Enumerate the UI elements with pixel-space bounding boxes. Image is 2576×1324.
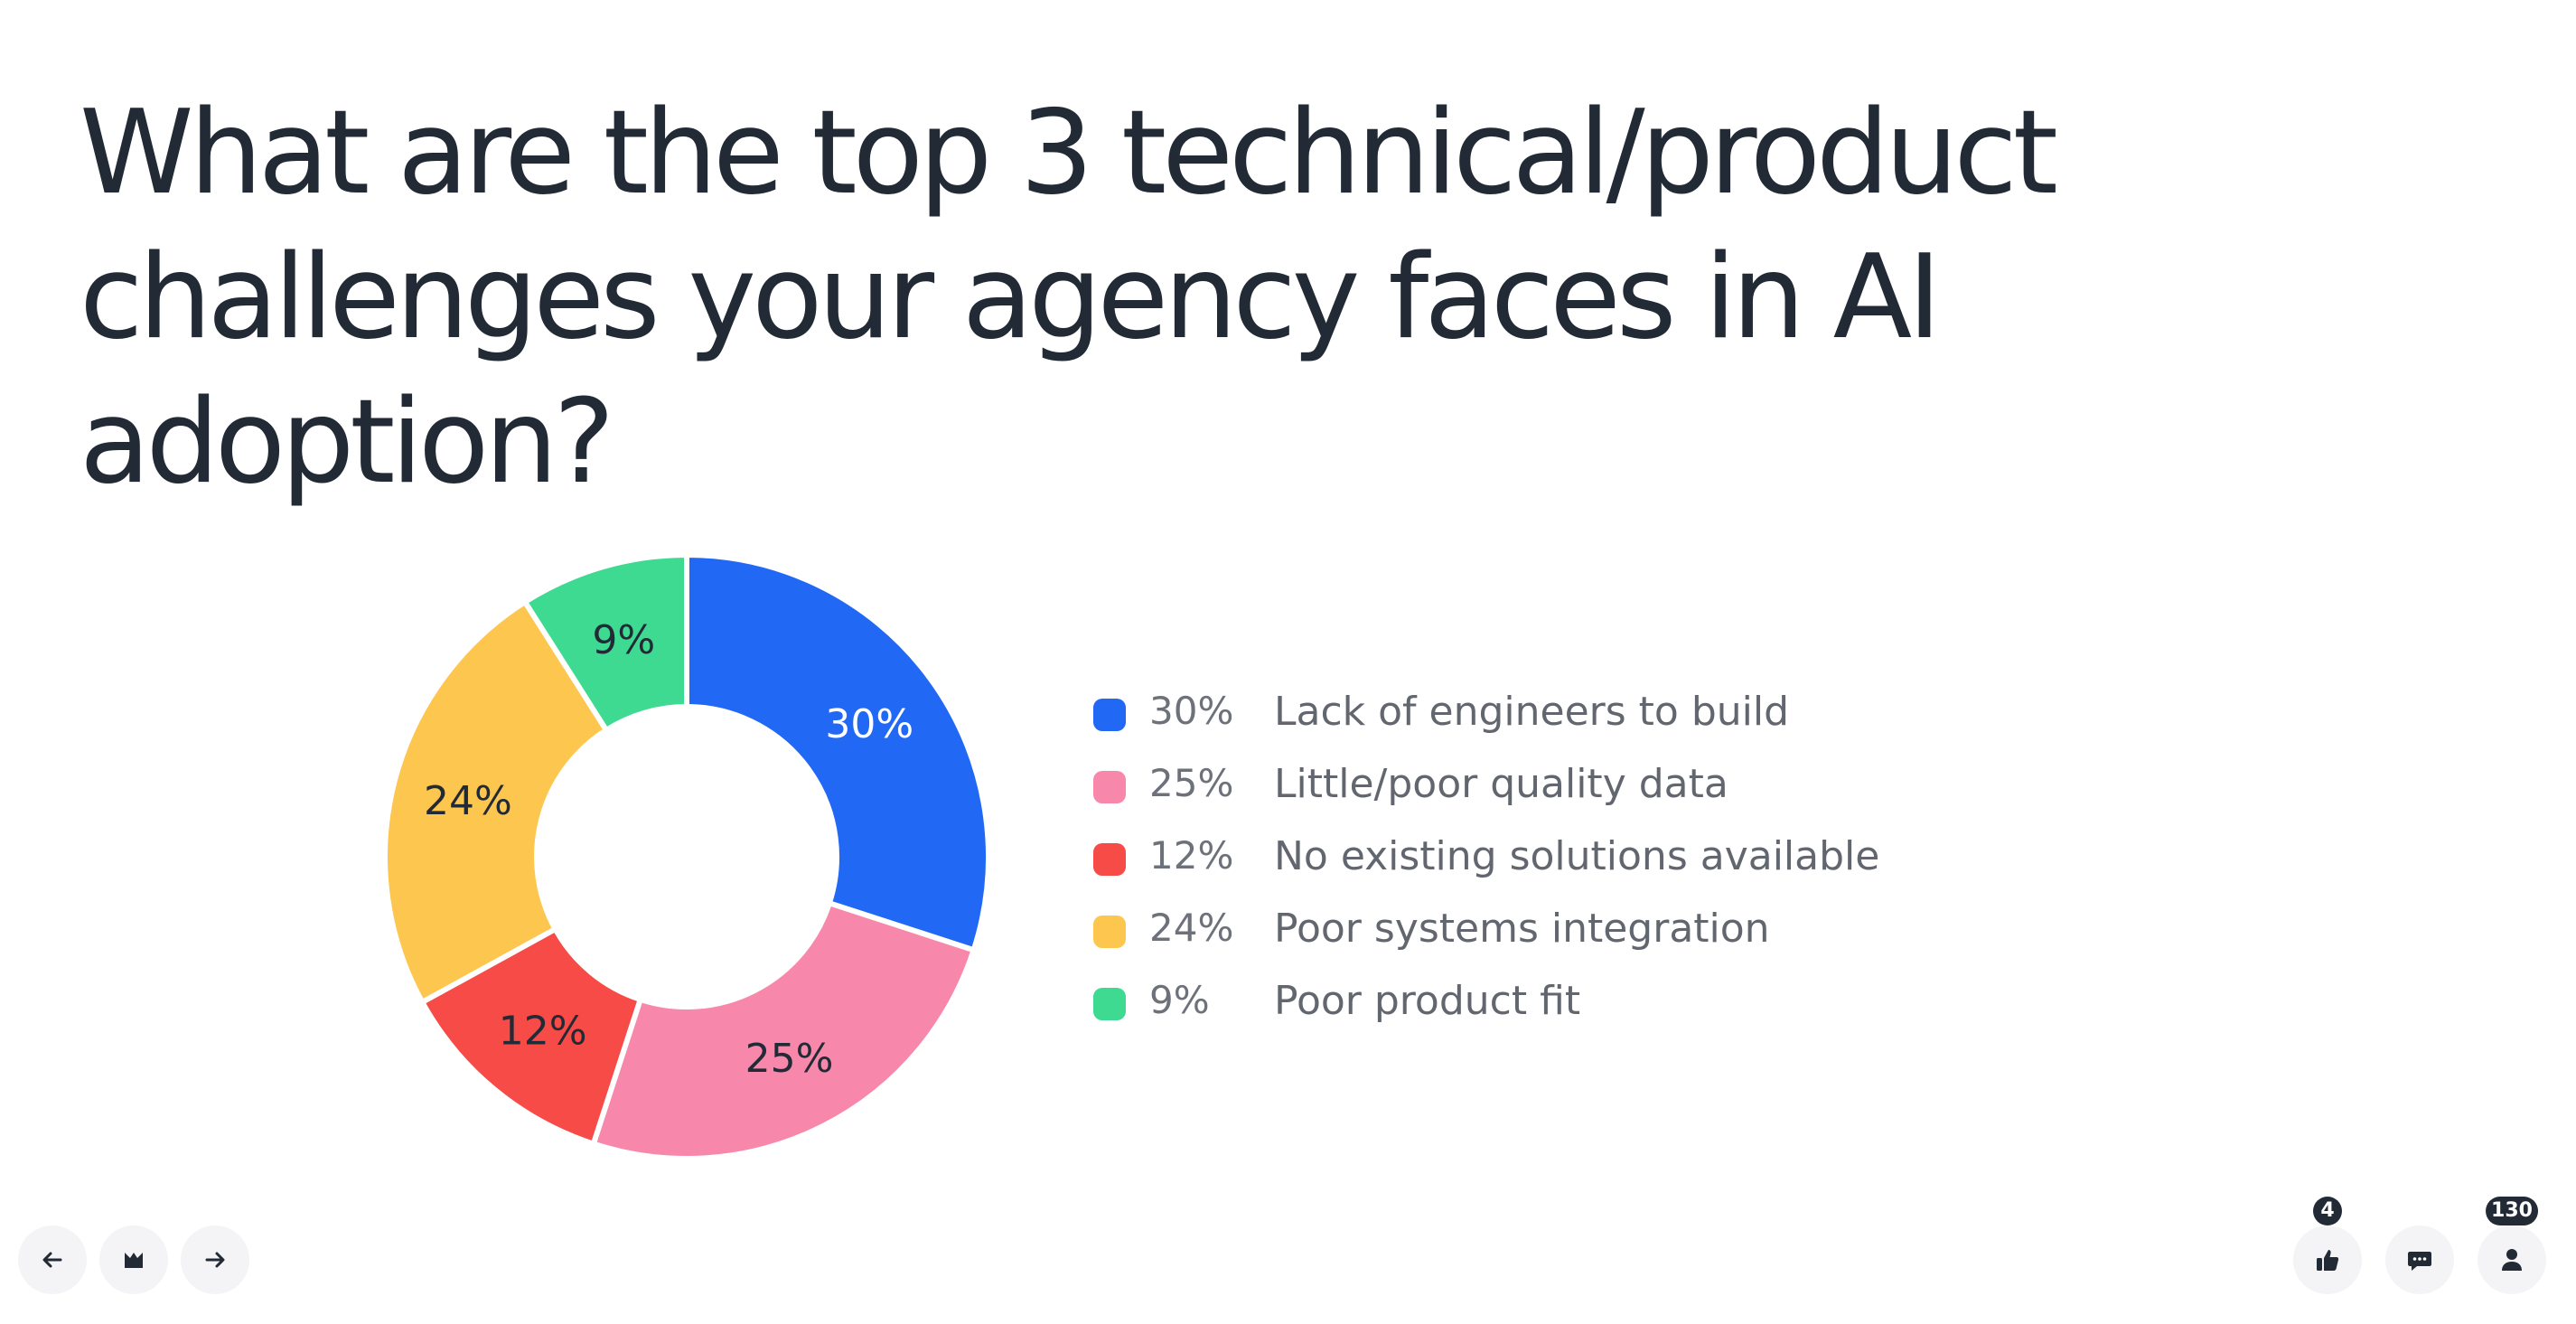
legend-label: Lack of engineers to build	[1274, 689, 1790, 735]
chart-legend: 30% Lack of engineers to build 25% Littl…	[1093, 676, 1906, 1038]
legend-percent: 12%	[1149, 833, 1234, 878]
reactions-count-badge: 4	[2313, 1197, 2342, 1225]
chat-bubble-icon	[2408, 1252, 2431, 1271]
arrow-right-icon	[205, 1252, 225, 1268]
previous-slide-button[interactable]	[18, 1225, 87, 1294]
legend-percent: 24%	[1149, 906, 1234, 950]
legend-swatch	[1093, 843, 1126, 876]
legend-swatch	[1093, 916, 1126, 948]
slice-value-label: 24%	[424, 778, 512, 824]
donut-slice	[419, 925, 643, 1147]
participants-button[interactable]: 130	[2478, 1197, 2546, 1294]
participants-count-badge: 130	[2486, 1197, 2538, 1225]
legend-label: Poor product fit	[1274, 978, 1581, 1024]
legend-swatch	[1093, 988, 1126, 1020]
legend-label: No existing solutions available	[1274, 833, 1880, 879]
legend-label: Poor systems integration	[1274, 906, 1770, 952]
legend-swatch	[1093, 771, 1126, 803]
mentimeter-logo-icon	[125, 1253, 143, 1268]
legend-label: Little/poor quality data	[1274, 761, 1728, 807]
question-title: What are the top 3 technical/product cha…	[80, 86, 2058, 510]
slice-value-label: 25%	[745, 1036, 834, 1082]
q-and-a-button[interactable]	[2385, 1225, 2454, 1294]
legend-item: 9% Poor product fit	[1093, 965, 1906, 1038]
thumbs-up-icon	[2317, 1250, 2339, 1271]
reactions-button[interactable]: 4	[2293, 1197, 2362, 1294]
donut-slice	[382, 598, 610, 1005]
menu-button[interactable]	[99, 1225, 168, 1294]
slice-value-label: 30%	[825, 701, 913, 747]
legend-item: 30% Lack of engineers to build	[1093, 676, 1906, 748]
legend-percent: 9%	[1149, 978, 1210, 1022]
legend-swatch	[1093, 699, 1126, 731]
legend-item: 25% Little/poor quality data	[1093, 748, 1906, 821]
legend-percent: 25%	[1149, 761, 1234, 805]
slice-value-label: 9%	[592, 617, 655, 663]
arrow-left-icon	[42, 1252, 62, 1268]
legend-percent: 30%	[1149, 689, 1234, 733]
donut-slice	[590, 900, 977, 1161]
legend-item: 24% Poor systems integration	[1093, 893, 1906, 965]
donut-slice	[522, 552, 689, 733]
donut-slice	[684, 552, 991, 953]
legend-item: 12% No existing solutions available	[1093, 821, 1906, 893]
next-slide-button[interactable]	[181, 1225, 249, 1294]
person-icon	[2502, 1249, 2522, 1271]
slice-value-label: 12%	[499, 1009, 587, 1055]
